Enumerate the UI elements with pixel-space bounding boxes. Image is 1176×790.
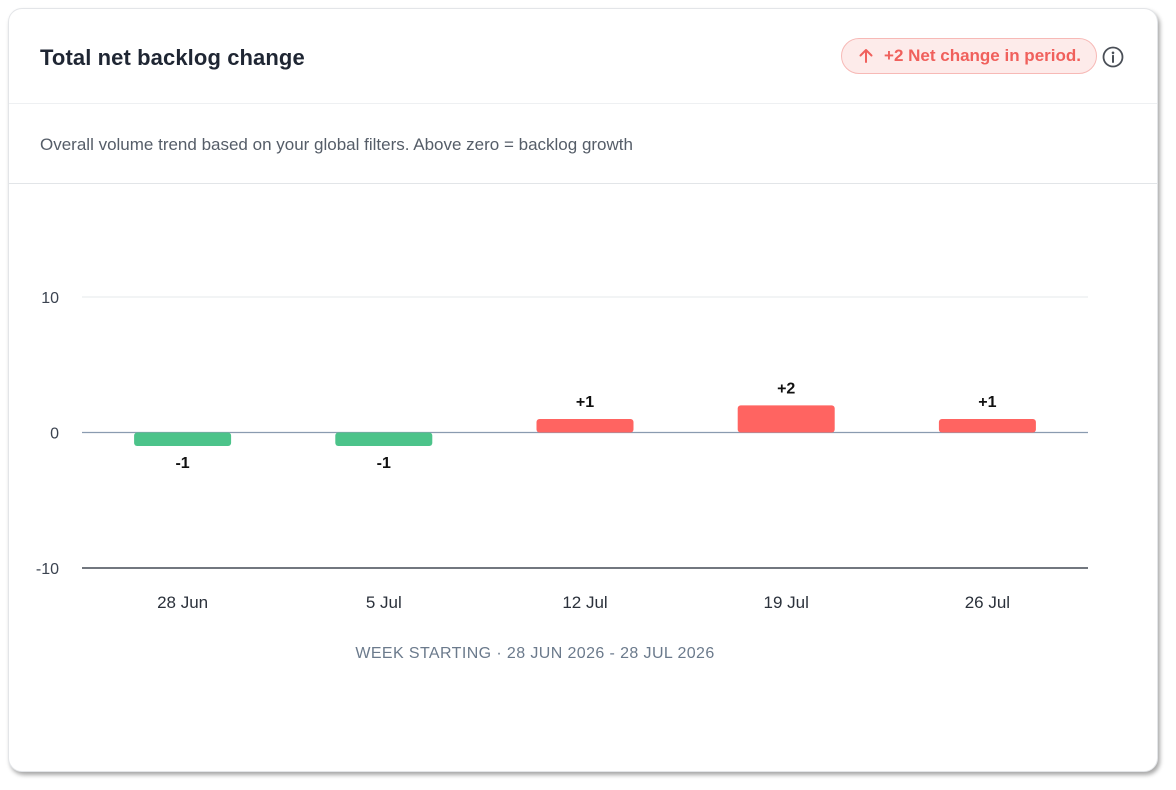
y-tick-label: -10 <box>36 561 59 578</box>
y-tick-label: 10 <box>41 290 59 307</box>
bar <box>938 418 1036 433</box>
bar <box>134 432 232 447</box>
bar <box>536 418 634 433</box>
card-header: Total net backlog change +2 Net change i… <box>9 9 1157 104</box>
bar <box>737 405 835 433</box>
arrow-up-icon <box>857 47 875 65</box>
x-axis-title: WEEK STARTING · 28 JUN 2026 - 28 JUL 202… <box>355 645 714 662</box>
net-change-text: +2 Net change in period. <box>884 46 1081 65</box>
info-icon[interactable] <box>1102 46 1124 68</box>
bar <box>335 432 433 447</box>
data-label: -1 <box>377 455 391 472</box>
bar-chart: 10 0 -10 -1 28 Jun -1 5 Jul +1 12 Jul +2 19 Jul +1 2… <box>36 290 1088 662</box>
x-tick-label: 12 Jul <box>562 593 607 612</box>
data-label: +2 <box>777 380 795 397</box>
card-title: Total net backlog change <box>40 45 305 70</box>
card-subheader: Overall volume trend based on your globa… <box>9 104 1157 184</box>
data-label: +1 <box>978 394 996 411</box>
y-tick-label: 0 <box>50 426 59 443</box>
x-tick-label: 26 Jul <box>965 593 1010 612</box>
x-tick-label: 5 Jul <box>366 593 402 612</box>
backlog-card: Total net backlog change +2 Net change i… <box>8 8 1158 772</box>
data-label: +1 <box>576 394 594 411</box>
x-tick-label: 28 Jun <box>157 593 208 612</box>
data-label: -1 <box>175 455 189 472</box>
chart-description: Overall volume trend based on your globa… <box>40 135 633 154</box>
x-tick-label: 19 Jul <box>764 593 809 612</box>
net-change-badge: +2 Net change in period. <box>841 38 1097 74</box>
